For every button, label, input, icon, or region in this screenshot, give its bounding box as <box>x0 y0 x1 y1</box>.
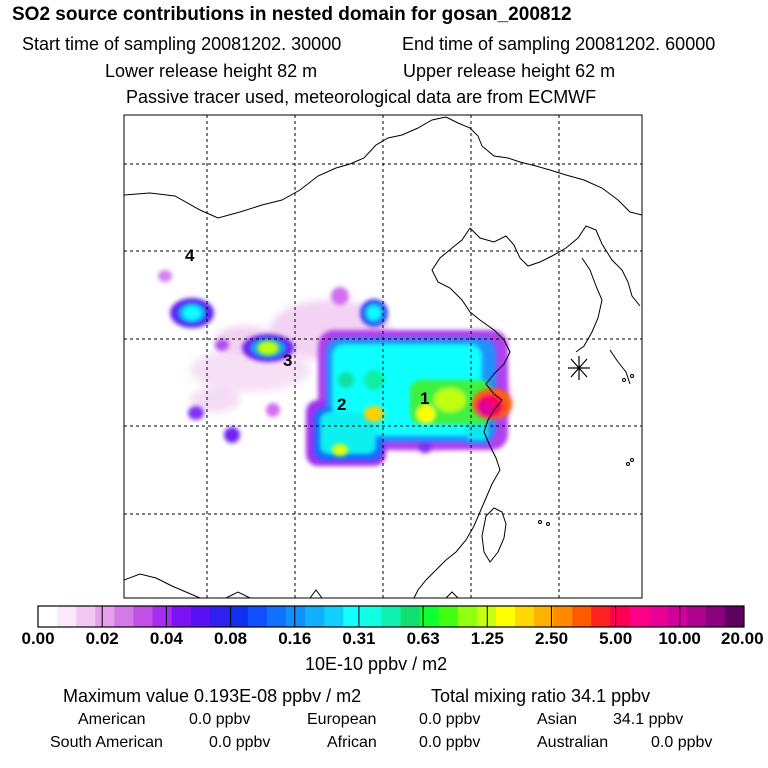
colorbar-tick-label: 0.08 <box>214 629 248 648</box>
tracer-info-text: Passive tracer used, meteorological data… <box>126 87 597 107</box>
colorbar-swatch <box>438 606 459 627</box>
colorbar-tick-label: 20.00 <box>721 629 764 648</box>
colorbar-swatch <box>171 606 191 627</box>
colorbar-swatch <box>648 606 668 627</box>
region-label-2: 2 <box>337 395 346 414</box>
region-label-4: 4 <box>185 246 195 265</box>
region-value-asian: 34.1 ppbv <box>613 711 684 728</box>
region-name-south-american: South American <box>50 734 163 751</box>
grid-lines <box>124 115 642 598</box>
colorbar-swatch <box>534 606 554 627</box>
colorbar-swatch <box>572 606 592 627</box>
concentration-field-green <box>257 341 490 456</box>
colorbar-swatch <box>152 606 172 627</box>
colorbar-swatch <box>400 606 420 627</box>
asterisk-icon <box>568 356 590 380</box>
sampling-start-text: Start time of sampling 20081202. 30000 <box>22 34 342 54</box>
colorbar-tick-label: 1.25 <box>470 629 504 648</box>
sampling-end-text: End time of sampling 20081202. 60000 <box>402 34 716 54</box>
colorbar-frame <box>37 605 745 628</box>
colorbar-swatch <box>228 606 249 627</box>
region-name-american: American <box>78 711 146 728</box>
colorbar-swatch <box>133 606 153 627</box>
colorbar-swatch <box>266 606 287 627</box>
colorbar-tick-label: 0.16 <box>278 629 312 648</box>
region-label-3: 3 <box>283 351 292 370</box>
colorbar-tick-label: 0.63 <box>406 629 440 648</box>
lower-release-height-text: Lower release height 82 m <box>105 61 318 81</box>
colorbar-tick-label: 0.02 <box>85 629 119 648</box>
colorbar-swatch <box>610 606 630 627</box>
colorbar-swatch <box>381 606 401 627</box>
map-title: SO2 source contributions in nested domai… <box>12 4 572 25</box>
upper-release-height-text: Upper release height 62 m <box>403 61 616 81</box>
colorbar-swatch <box>476 606 497 627</box>
region-label-1: 1 <box>420 389 429 408</box>
colorbar-tick-label: 5.00 <box>599 629 633 648</box>
colorbar-swatch <box>495 606 516 627</box>
colorbar-swatch <box>38 606 58 627</box>
colorbar-tick-label: 0.04 <box>149 629 183 648</box>
colorbar-swatch <box>76 606 96 627</box>
region-name-african: African <box>327 734 377 751</box>
region-value-american: 0.0 ppbv <box>189 711 251 728</box>
colorbar-swatch <box>686 606 707 627</box>
maximum-value-text: Maximum value 0.193E-08 ppbv / m2 <box>63 686 362 706</box>
colorbar-swatch <box>305 606 325 627</box>
colorbar-units-label: 10E-10 ppbv / m2 <box>305 654 448 674</box>
map-plot-area <box>124 115 642 598</box>
colorbar-swatch <box>419 606 439 627</box>
region-value-african: 0.0 ppbv <box>419 734 481 751</box>
region-value-european: 0.0 ppbv <box>419 711 481 728</box>
colorbar-swatch <box>343 606 363 627</box>
colorbar-swatch <box>457 606 478 627</box>
colorbar-tick-label: 2.50 <box>534 629 569 648</box>
colorbar-swatch <box>286 606 306 627</box>
colorbar-tick-label: 0.31 <box>342 629 376 648</box>
colorbar-swatch <box>724 606 745 627</box>
colorbar-swatch <box>324 606 344 627</box>
colorbar-swatch <box>114 606 134 627</box>
colorbar-swatch <box>629 606 649 627</box>
colorbar-swatch <box>515 606 535 627</box>
colorbar-swatch <box>705 606 726 627</box>
colorbar <box>38 606 745 627</box>
colorbar-swatch <box>591 606 611 627</box>
region-name-asian: Asian <box>537 711 578 728</box>
colorbar-swatch <box>190 606 211 627</box>
colorbar-swatch <box>209 606 230 627</box>
colorbar-swatch <box>553 606 573 627</box>
region-value-australian: 0.0 ppbv <box>651 734 713 751</box>
colorbar-swatch <box>667 606 688 627</box>
colorbar-swatch <box>57 606 77 627</box>
colorbar-swatch <box>95 606 115 627</box>
region-name-european: European <box>307 711 377 728</box>
total-mixing-ratio-text: Total mixing ratio 34.1 ppbv <box>431 686 651 706</box>
region-name-australian: Australian <box>537 734 609 751</box>
colorbar-swatch <box>247 606 268 627</box>
map-frame <box>123 114 643 599</box>
region-value-south-american: 0.0 ppbv <box>209 734 271 751</box>
concentration-hotspot <box>472 388 512 420</box>
colorbar-swatch <box>362 606 382 627</box>
colorbar-tick-label: 0.00 <box>21 629 55 648</box>
colorbar-tick-label: 10.00 <box>658 629 701 648</box>
